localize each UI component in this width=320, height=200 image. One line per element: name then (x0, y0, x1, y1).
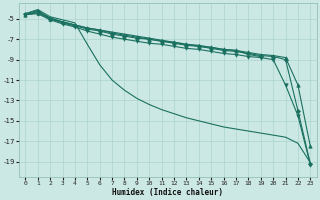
X-axis label: Humidex (Indice chaleur): Humidex (Indice chaleur) (112, 188, 223, 197)
